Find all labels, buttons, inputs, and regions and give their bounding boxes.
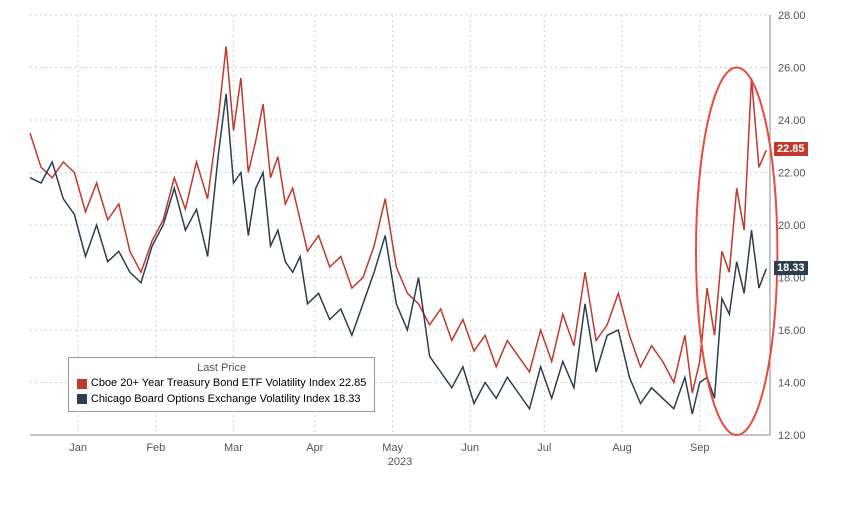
svg-text:Feb: Feb: [146, 442, 165, 454]
svg-text:26.00: 26.00: [778, 63, 806, 75]
svg-text:May: May: [382, 442, 403, 454]
volatility-chart: 12.0014.0016.0018.0020.0022.0024.0026.00…: [20, 10, 818, 470]
legend-swatch-1: [77, 394, 87, 404]
legend-swatch-0: [77, 379, 87, 389]
legend-row-0: Cboe 20+ Year Treasury Bond ETF Volatili…: [77, 376, 366, 391]
svg-text:28.00: 28.00: [778, 10, 806, 22]
legend-box: Last Price Cboe 20+ Year Treasury Bond E…: [68, 357, 375, 412]
svg-text:Jul: Jul: [537, 442, 551, 454]
series-1-last-label: 18.33: [774, 261, 808, 275]
legend-text-0: Cboe 20+ Year Treasury Bond ETF Volatili…: [91, 376, 366, 391]
svg-text:24.00: 24.00: [778, 115, 806, 127]
svg-text:Aug: Aug: [612, 442, 632, 454]
svg-text:Mar: Mar: [224, 442, 243, 454]
svg-text:Jun: Jun: [461, 442, 479, 454]
svg-text:Jan: Jan: [69, 442, 87, 454]
svg-text:12.00: 12.00: [778, 430, 806, 442]
svg-text:Apr: Apr: [306, 442, 323, 454]
svg-text:2023: 2023: [388, 456, 412, 468]
legend-row-1: Chicago Board Options Exchange Volatilit…: [77, 392, 366, 407]
svg-text:20.00: 20.00: [778, 220, 806, 232]
svg-text:16.00: 16.00: [778, 325, 806, 337]
series-0-last-label: 22.85: [774, 142, 808, 156]
svg-text:22.00: 22.00: [778, 168, 806, 180]
svg-text:14.00: 14.00: [778, 378, 806, 390]
legend-title: Last Price: [77, 362, 366, 374]
svg-text:Sep: Sep: [690, 442, 710, 454]
legend-text-1: Chicago Board Options Exchange Volatilit…: [91, 392, 361, 407]
